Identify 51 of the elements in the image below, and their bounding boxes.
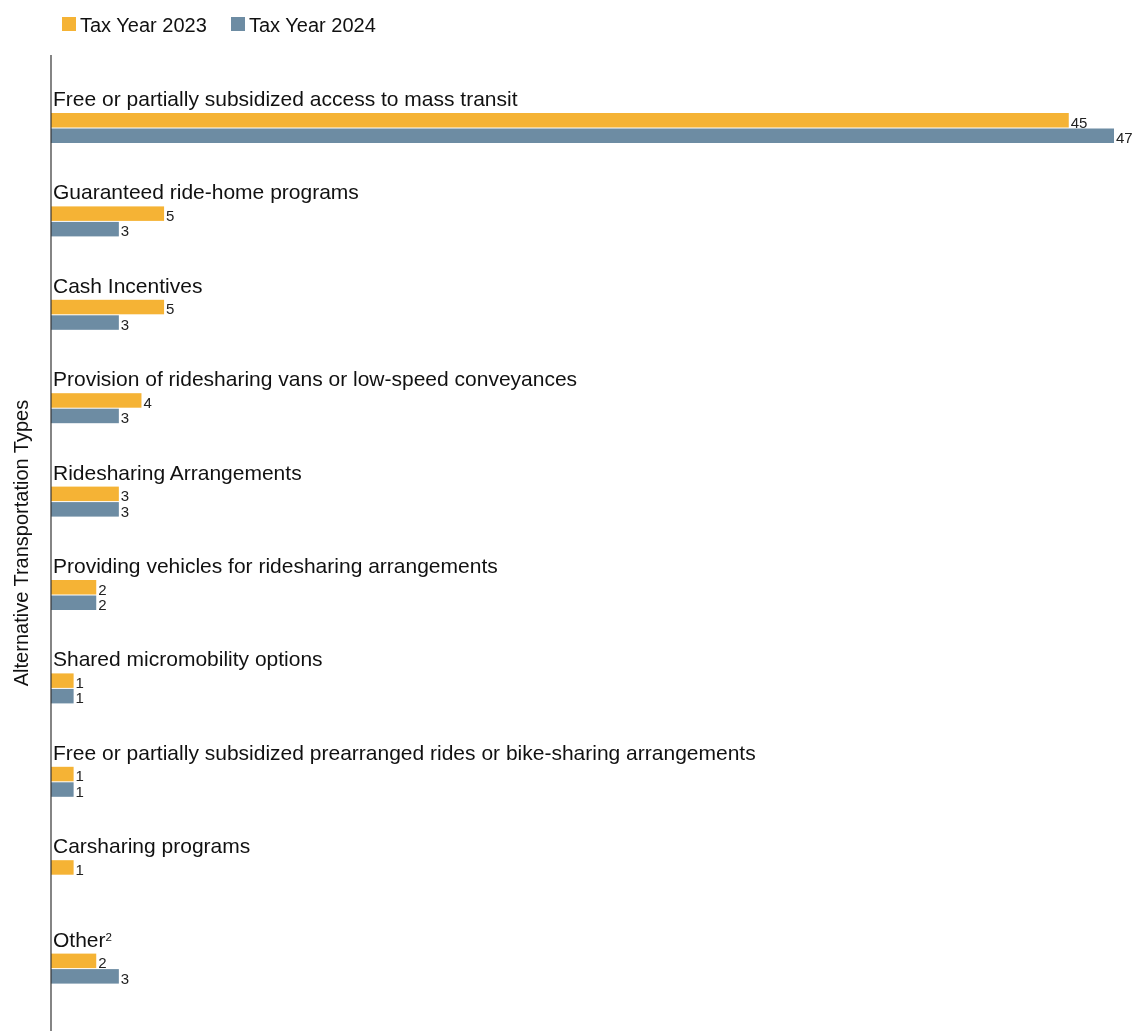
y-tick-label: Provision of ridesharing vans or low-speed conveyances bbox=[53, 367, 578, 391]
legend-label: Tax Year 2023 bbox=[80, 14, 207, 36]
data-label: 4 bbox=[143, 393, 152, 411]
data-label: 1 bbox=[75, 689, 84, 707]
y-tick-label: Carsharing programs bbox=[53, 834, 251, 858]
bar bbox=[51, 860, 74, 875]
bar bbox=[51, 673, 74, 688]
y-tick-label: Shared micromobility options bbox=[53, 647, 323, 671]
data-label: 1 bbox=[75, 782, 84, 800]
data-label: 1 bbox=[75, 860, 84, 878]
bar bbox=[51, 206, 165, 221]
bar bbox=[51, 502, 119, 517]
bar bbox=[51, 221, 119, 237]
data-label: 3 bbox=[120, 969, 130, 987]
data-label: 1 bbox=[75, 673, 84, 691]
data-label: 1 bbox=[75, 767, 84, 785]
bar bbox=[51, 486, 119, 502]
data-label: 3 bbox=[120, 409, 130, 427]
y-tick-label: Other$^{2}$ bbox=[53, 927, 112, 951]
data-label: 2 bbox=[98, 954, 107, 972]
data-label: 3 bbox=[120, 487, 130, 505]
bar bbox=[51, 782, 74, 797]
bar bbox=[51, 595, 97, 610]
bar bbox=[51, 580, 97, 595]
data-label: 45 bbox=[1070, 113, 1088, 131]
y-tick-label: Guaranteed ride-home programs bbox=[53, 180, 359, 204]
bar bbox=[51, 299, 165, 315]
bar bbox=[51, 113, 1069, 128]
bar bbox=[51, 953, 97, 969]
y-tick-label: Free or partially subsidized access to mass transit bbox=[53, 87, 518, 110]
data-label: 2 bbox=[98, 580, 107, 598]
data-label: 5 bbox=[166, 300, 175, 318]
data-label: 5 bbox=[166, 206, 175, 224]
data-label: 3 bbox=[120, 222, 130, 240]
bar bbox=[51, 969, 119, 984]
y-axis-title: Alternative Transportation Types bbox=[10, 399, 32, 687]
bar bbox=[51, 128, 1114, 143]
y-tick-label: Ridesharing Arrangements bbox=[53, 460, 302, 484]
bar bbox=[51, 766, 74, 782]
y-tick-label: Cash Incentives bbox=[53, 273, 203, 297]
bar bbox=[51, 408, 119, 424]
legend-label: Tax Year 2024 bbox=[249, 14, 376, 36]
bar bbox=[51, 393, 142, 408]
y-tick-label: Free or partially subsidized prearranged rides or bike-sharing arrangements bbox=[53, 740, 756, 764]
data-label: 3 bbox=[120, 502, 130, 520]
bar bbox=[51, 315, 119, 330]
data-label: 3 bbox=[120, 315, 130, 333]
bar bbox=[51, 688, 74, 704]
data-label: 47 bbox=[1116, 129, 1133, 146]
y-tick-label: Providing vehicles for ridesharing arrangements bbox=[53, 554, 498, 577]
data-label: 2 bbox=[98, 596, 107, 613]
